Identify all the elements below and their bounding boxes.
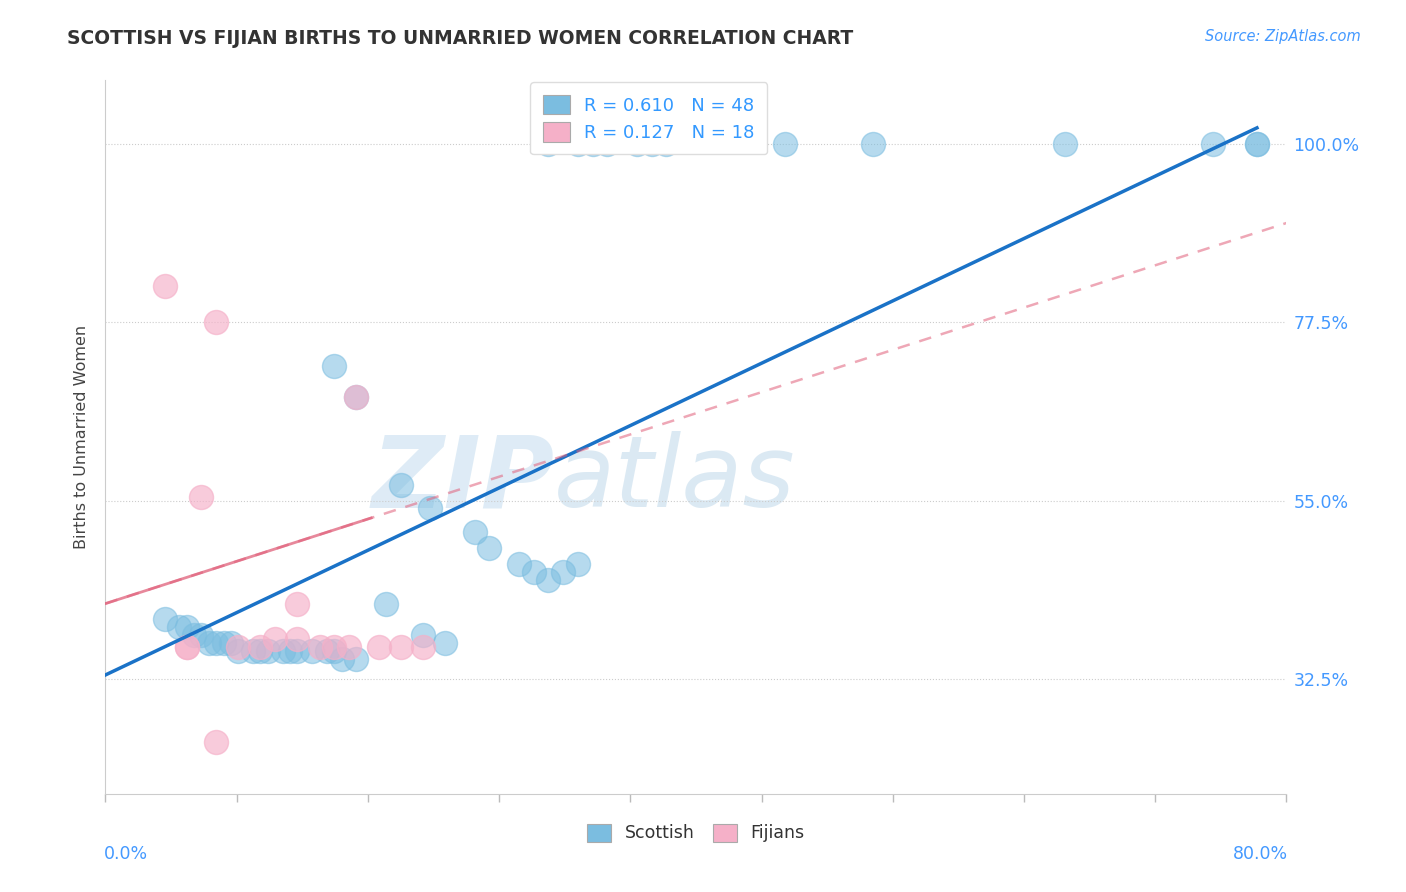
Point: [389, 640, 412, 655]
Point: [271, 644, 294, 658]
Point: [176, 620, 198, 634]
Point: [582, 136, 605, 151]
Point: [626, 136, 648, 151]
Point: [219, 636, 242, 650]
Point: [1054, 136, 1077, 151]
Point: [205, 315, 228, 329]
Text: 80.0%: 80.0%: [1233, 846, 1288, 863]
Point: [337, 640, 360, 655]
Point: [197, 636, 219, 650]
Point: [537, 136, 560, 151]
Point: [315, 644, 337, 658]
Point: [264, 632, 287, 647]
Point: [551, 565, 574, 579]
Point: [323, 359, 346, 373]
Point: [176, 640, 198, 655]
Text: Source: ZipAtlas.com: Source: ZipAtlas.com: [1205, 29, 1361, 44]
Point: [249, 644, 271, 658]
Point: [176, 640, 198, 655]
Point: [389, 477, 412, 491]
Point: [153, 279, 176, 293]
Point: [242, 644, 264, 658]
Point: [205, 735, 228, 749]
Point: [301, 644, 323, 658]
Point: [330, 652, 353, 666]
Point: [323, 644, 346, 658]
Point: [641, 136, 664, 151]
Point: [433, 636, 456, 650]
Point: [567, 136, 589, 151]
Point: [773, 136, 796, 151]
Point: [478, 541, 501, 555]
Point: [1246, 136, 1268, 151]
Point: [249, 640, 271, 655]
Point: [183, 628, 205, 642]
Point: [1246, 136, 1268, 151]
Text: atlas: atlas: [554, 432, 796, 528]
Point: [412, 628, 434, 642]
Y-axis label: Births to Unmarried Women: Births to Unmarried Women: [75, 325, 90, 549]
Point: [278, 644, 301, 658]
Point: [567, 557, 589, 571]
Point: [169, 620, 191, 634]
Point: [464, 525, 486, 540]
Point: [537, 573, 560, 587]
Point: [367, 640, 389, 655]
Point: [523, 565, 546, 579]
Point: [287, 644, 309, 658]
Point: [308, 640, 330, 655]
Text: 0.0%: 0.0%: [104, 846, 149, 863]
Point: [346, 652, 368, 666]
Point: [596, 136, 619, 151]
Point: [419, 501, 441, 516]
Point: [508, 557, 530, 571]
Point: [655, 136, 678, 151]
Point: [205, 636, 228, 650]
Text: ZIP: ZIP: [371, 432, 554, 528]
Point: [374, 597, 398, 611]
Point: [190, 628, 212, 642]
Point: [287, 597, 309, 611]
Point: [287, 632, 309, 647]
Point: [257, 644, 280, 658]
Point: [862, 136, 884, 151]
Point: [323, 640, 346, 655]
Legend: Scottish, Fijians: Scottish, Fijians: [581, 817, 811, 849]
Point: [228, 644, 250, 658]
Point: [346, 391, 368, 405]
Point: [212, 636, 235, 650]
Point: [412, 640, 434, 655]
Point: [153, 612, 176, 626]
Point: [346, 391, 368, 405]
Point: [1201, 136, 1223, 151]
Text: SCOTTISH VS FIJIAN BIRTHS TO UNMARRIED WOMEN CORRELATION CHART: SCOTTISH VS FIJIAN BIRTHS TO UNMARRIED W…: [67, 29, 853, 47]
Point: [228, 640, 250, 655]
Point: [190, 490, 212, 504]
